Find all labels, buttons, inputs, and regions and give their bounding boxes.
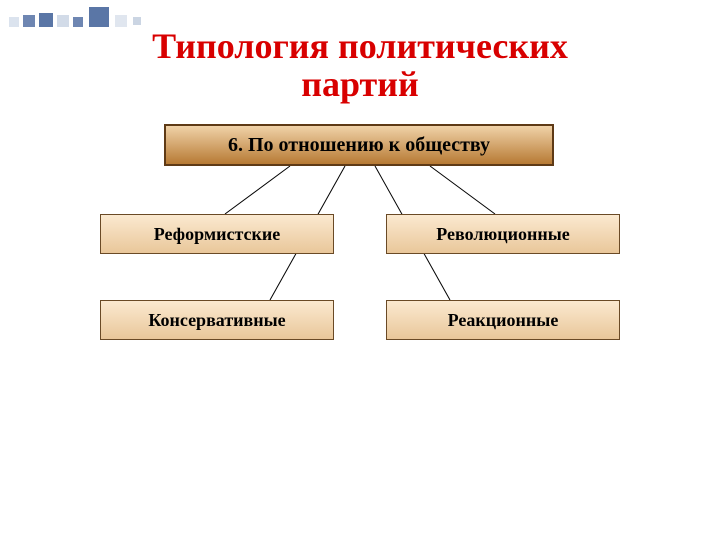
conserv-label: Консервативные bbox=[148, 310, 285, 331]
child-box-react: Реакционные bbox=[386, 300, 620, 340]
slide-title: Типология политических партий bbox=[0, 28, 720, 104]
child-box-reform: Реформистские bbox=[100, 214, 334, 254]
title-line1: Типология политических bbox=[152, 26, 568, 66]
reform-label: Реформистские bbox=[154, 224, 281, 245]
header-label: 6. По отношению к обществу bbox=[228, 134, 490, 157]
child-box-revol: Революционные bbox=[386, 214, 620, 254]
revol-label: Революционные bbox=[436, 224, 570, 245]
child-box-conserv: Консервативные bbox=[100, 300, 334, 340]
slide: Типология политических партий 6. По отно… bbox=[0, 0, 720, 540]
title-line2: партий bbox=[301, 64, 418, 104]
react-label: Реакционные bbox=[448, 310, 559, 331]
header-box: 6. По отношению к обществу bbox=[164, 124, 554, 166]
